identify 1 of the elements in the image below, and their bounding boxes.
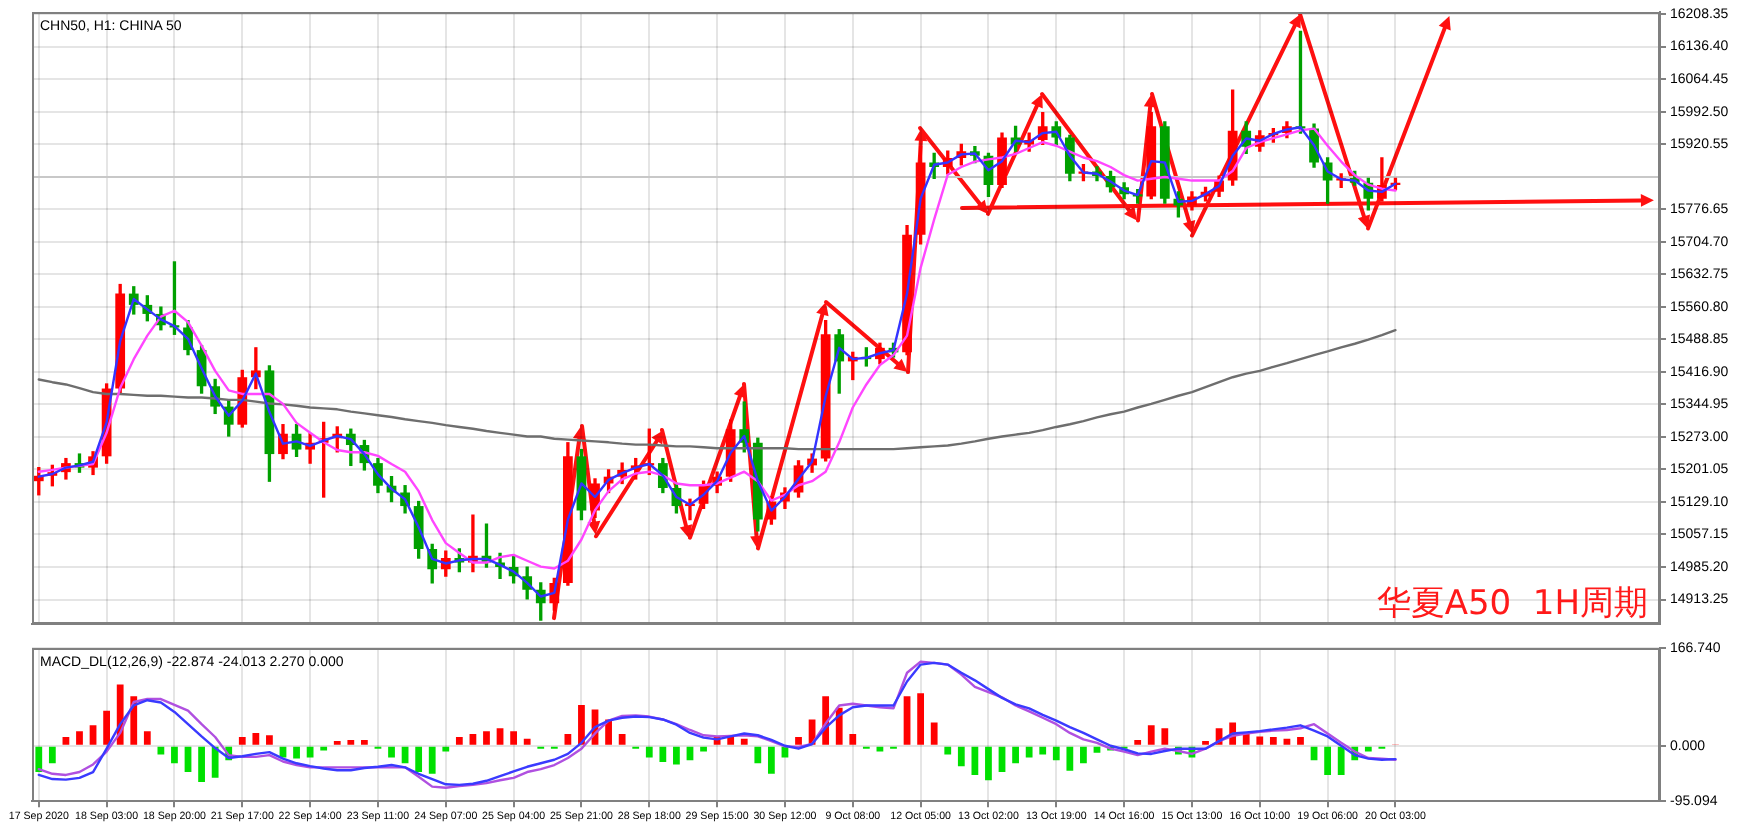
annotation: 华夏A50 1H周期 <box>1376 583 1648 624</box>
